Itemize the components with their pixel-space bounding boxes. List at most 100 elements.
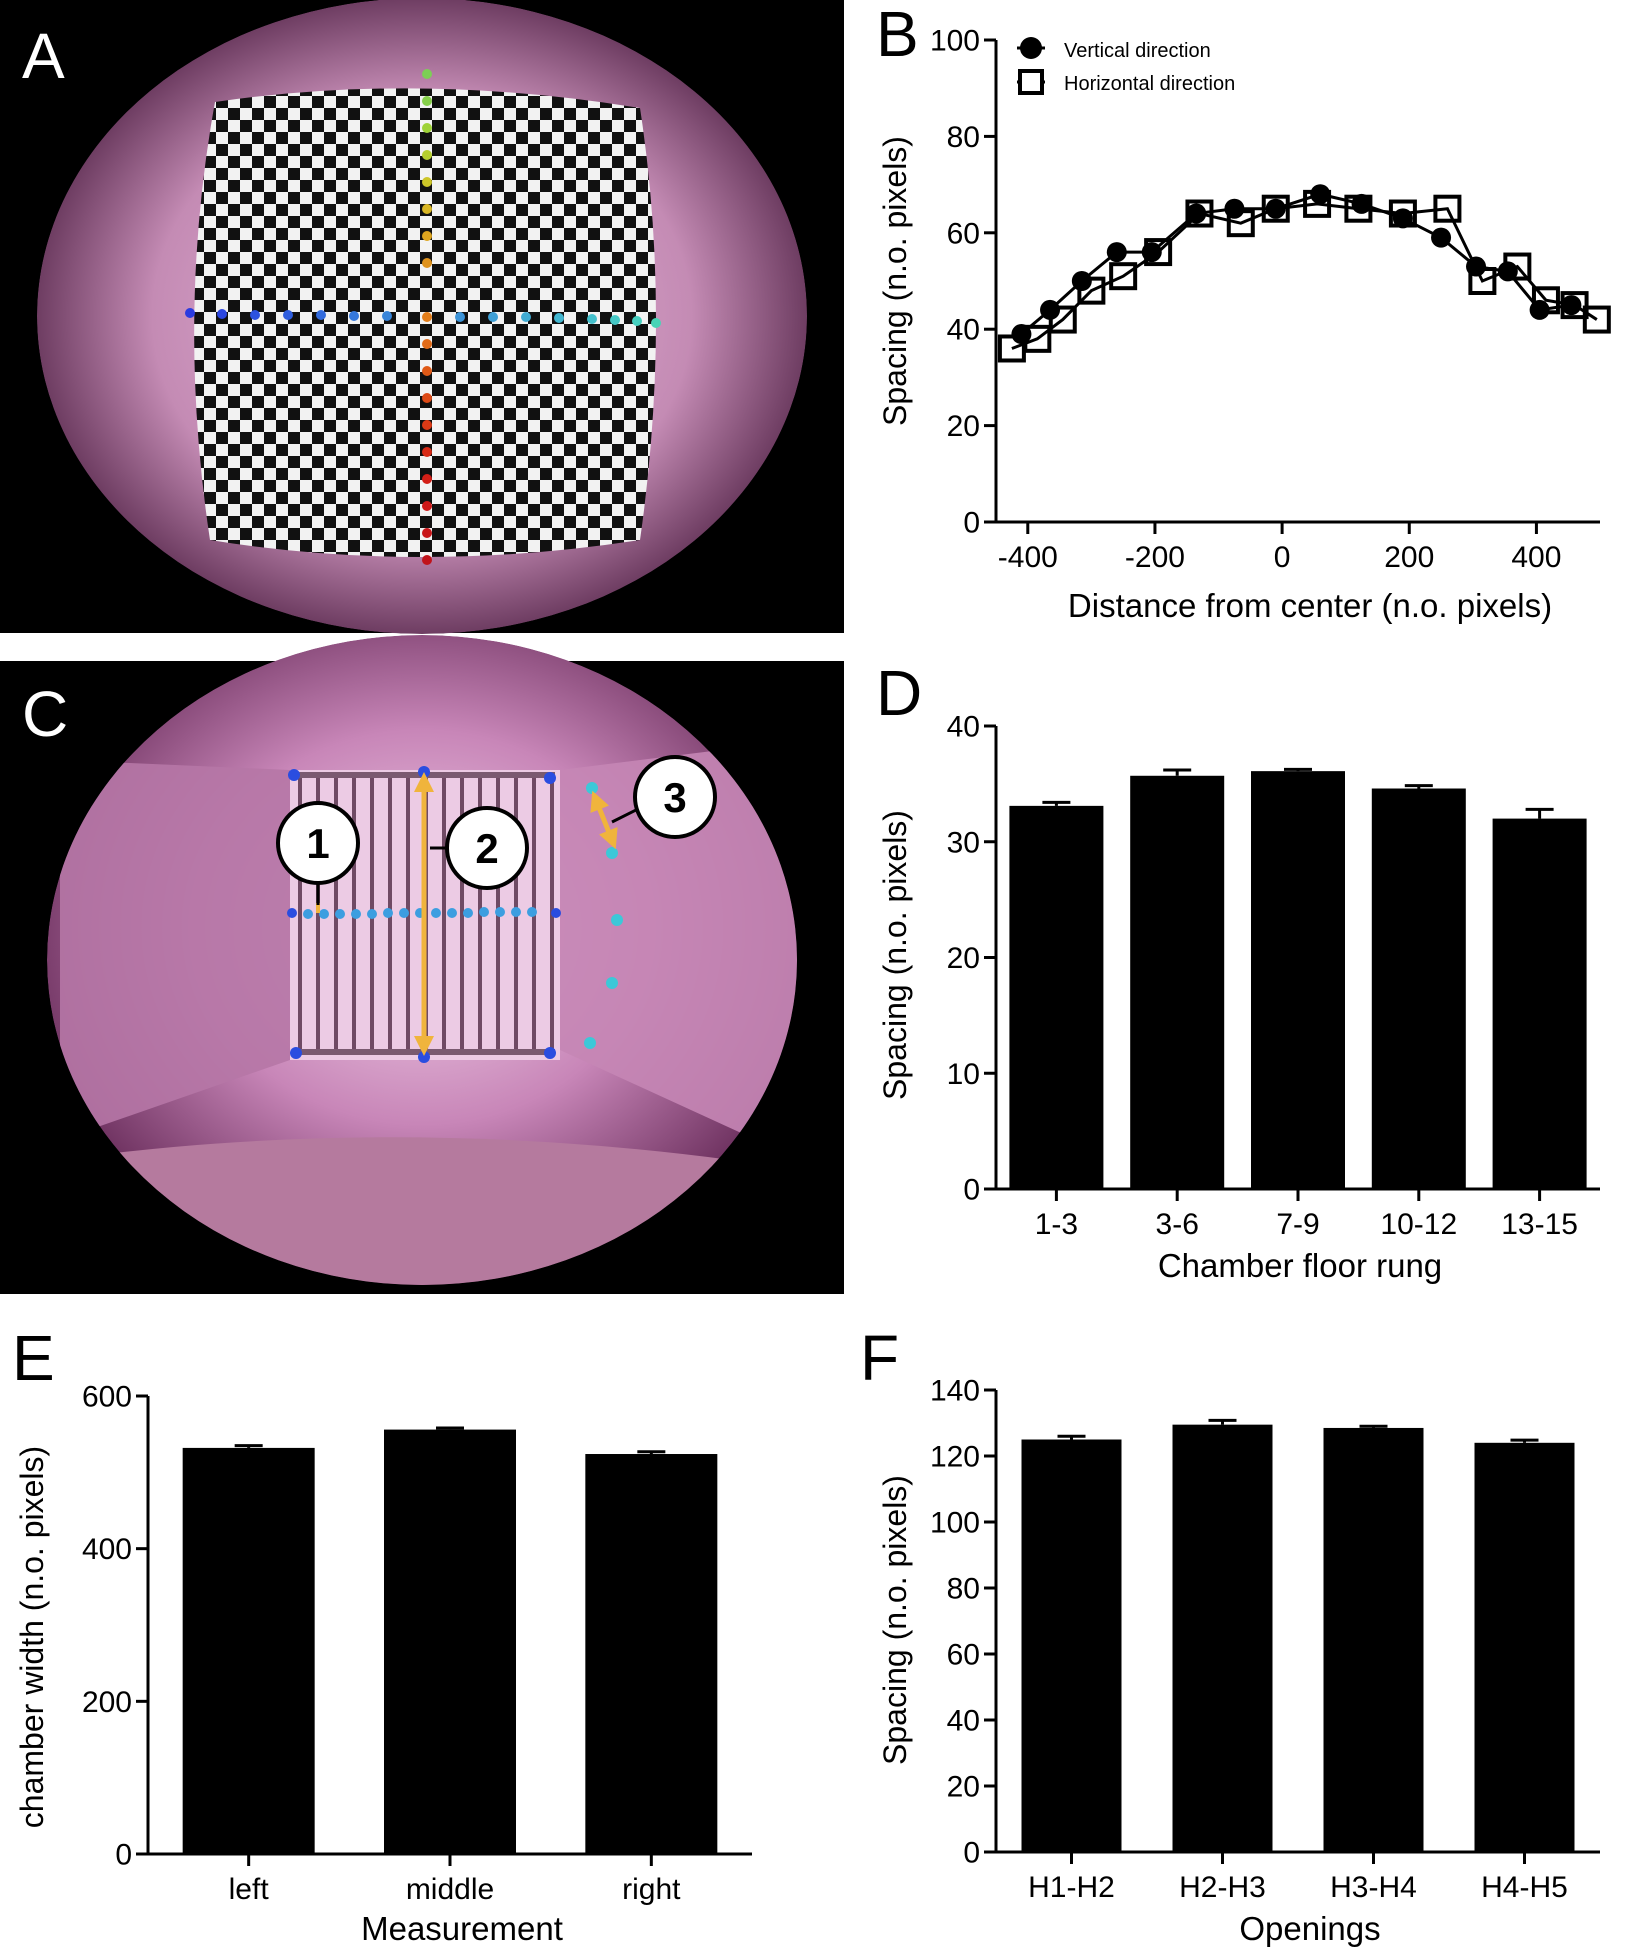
- horizontal-point: [1303, 189, 1332, 218]
- callout-1: 1: [276, 801, 360, 905]
- panel-c-letter: C: [22, 678, 68, 750]
- f-x-axis-label: Openings: [1239, 1910, 1380, 1947]
- panel-b-chart: B 0 20 40 60 80 100 -400 -200 0 200 400 Distance …: [876, 0, 1611, 624]
- b-y-axis-label: Spacing (n.o. pixels): [877, 136, 913, 426]
- y-tick-label: 40: [947, 711, 980, 744]
- vertical-point: [1106, 242, 1127, 263]
- vertical-point: [1186, 203, 1207, 224]
- e-y-axis-label: chamber width (n.o. pixels): [14, 1446, 50, 1828]
- y-tick-label: 20: [947, 942, 980, 975]
- b-y-ticks: 0 20 40 60 80 100: [930, 25, 996, 540]
- x-tick-label: H2-H3: [1179, 1871, 1266, 1904]
- callout-3-label: 3: [663, 774, 686, 821]
- horizontal-point: [1109, 262, 1138, 291]
- y-tick-label: 40: [947, 314, 980, 347]
- panel-e-letter: E: [12, 1322, 55, 1394]
- b-legend-horizontal: Horizontal direction: [1064, 73, 1235, 95]
- panel-a-letter: A: [22, 20, 65, 92]
- y-tick-label: 0: [963, 1837, 980, 1870]
- panel-c-photo: 1 2 3 C: [0, 635, 844, 1294]
- bar: [1021, 1439, 1122, 1852]
- right-wall-dots: [584, 782, 623, 1049]
- e-x-axis-label: Measurement: [361, 1910, 563, 1947]
- x-tick-label: left: [229, 1873, 270, 1906]
- panel-d-chart: D 0 10 20 30 40 1-3 3-6 7-9 10-12 13-15 Chamber …: [876, 657, 1600, 1284]
- horizontal-point: [1560, 291, 1589, 320]
- y-tick-label: 80: [947, 1573, 980, 1606]
- horizontal-point: [1531, 286, 1560, 315]
- y-tick-label: 20: [947, 410, 980, 443]
- horizontal-point: [1503, 252, 1532, 281]
- bar: [585, 1454, 718, 1854]
- y-tick-label: 400: [82, 1533, 132, 1566]
- horizontal-point: [1582, 305, 1611, 334]
- y-tick-label: 0: [963, 507, 980, 540]
- d-bars: 1-3 3-6 7-9 10-12 13-15: [1009, 767, 1587, 1241]
- series-line: [1020, 192, 1572, 336]
- y-tick-label: 10: [947, 1058, 980, 1091]
- horizontal-point: [1023, 324, 1052, 353]
- f-y-axis-label: Spacing (n.o. pixels): [877, 1475, 913, 1765]
- panel-f-letter: F: [860, 1322, 899, 1394]
- b-legend-vertical: Vertical direction: [1064, 40, 1211, 62]
- d-y-ticks: 0 10 20 30 40: [947, 711, 996, 1207]
- x-tick-label: 1-3: [1035, 1208, 1078, 1241]
- vertical-point: [1310, 184, 1331, 205]
- panel-e-chart: E 0 200 400 600 left middle right Measurement…: [12, 1322, 752, 1947]
- x-tick-label: 0: [1274, 541, 1291, 574]
- e-bars: left middle right: [182, 1426, 718, 1906]
- y-tick-label: 40: [947, 1705, 980, 1738]
- x-tick-label: 3-6: [1156, 1208, 1199, 1241]
- y-tick-label: 120: [930, 1441, 980, 1474]
- d-x-axis-label: Chamber floor rung: [1158, 1247, 1442, 1284]
- y-tick-label: 600: [82, 1381, 132, 1414]
- callout-2-label: 2: [475, 825, 498, 872]
- bar: [1492, 818, 1587, 1189]
- bar: [1009, 805, 1104, 1189]
- right-wall: [560, 740, 797, 1160]
- horizontal-point: [1185, 199, 1214, 228]
- y-tick-label: 60: [947, 1639, 980, 1672]
- f-bars: H1-H2 H2-H3 H3-H4 H4-H5: [1021, 1418, 1575, 1904]
- vertical-point: [1071, 271, 1092, 291]
- x-tick-label: H1-H2: [1028, 1871, 1115, 1904]
- vertical-point: [1431, 227, 1452, 248]
- series-line: [1011, 202, 1598, 350]
- y-tick-label: 30: [947, 826, 980, 859]
- callout-1-label: 1: [306, 820, 329, 867]
- x-tick-label: 200: [1384, 541, 1434, 574]
- f-y-ticks: 0 20 40 60 80 100 120 140: [930, 1375, 996, 1870]
- y-tick-label: 60: [947, 217, 980, 250]
- x-tick-label: 7-9: [1276, 1208, 1319, 1241]
- b-x-axis-label: Distance from center (n.o. pixels): [1068, 587, 1552, 624]
- panel-d-letter: D: [876, 657, 922, 729]
- b-legend: Vertical direction Horizontal direction: [1017, 37, 1235, 95]
- panel-a-photo: A: [0, 0, 844, 634]
- x-tick-label: H3-H4: [1330, 1871, 1417, 1904]
- bar: [1251, 771, 1345, 1189]
- d-y-axis-label: Spacing (n.o. pixels): [877, 810, 913, 1100]
- horizontal-point: [1433, 194, 1462, 223]
- bar: [1172, 1424, 1273, 1852]
- checkerboard: [194, 88, 657, 557]
- x-tick-label: middle: [406, 1873, 494, 1906]
- x-tick-label: 13-15: [1501, 1208, 1578, 1241]
- x-tick-label: 10-12: [1380, 1208, 1457, 1241]
- horizontal-point: [1468, 267, 1497, 295]
- horizontal-point: [1344, 194, 1373, 223]
- x-tick-label: right: [622, 1873, 681, 1906]
- bar: [384, 1429, 516, 1854]
- vertical-dot-line: [422, 69, 432, 565]
- x-tick-label: -400: [998, 541, 1058, 574]
- left-wall: [60, 760, 290, 1140]
- horizontal-point: [1261, 194, 1290, 223]
- horizontal-point: [1144, 238, 1173, 267]
- y-tick-label: 140: [930, 1375, 980, 1408]
- e-y-ticks: 0 200 400 600: [82, 1381, 148, 1872]
- panel-b-letter: B: [876, 0, 919, 70]
- horizontal-point: [1048, 305, 1077, 334]
- opening-arrow: [590, 790, 618, 850]
- callout-3: 3: [611, 755, 717, 839]
- x-tick-label: H4-H5: [1481, 1871, 1568, 1904]
- horizontal-point: [1388, 199, 1417, 228]
